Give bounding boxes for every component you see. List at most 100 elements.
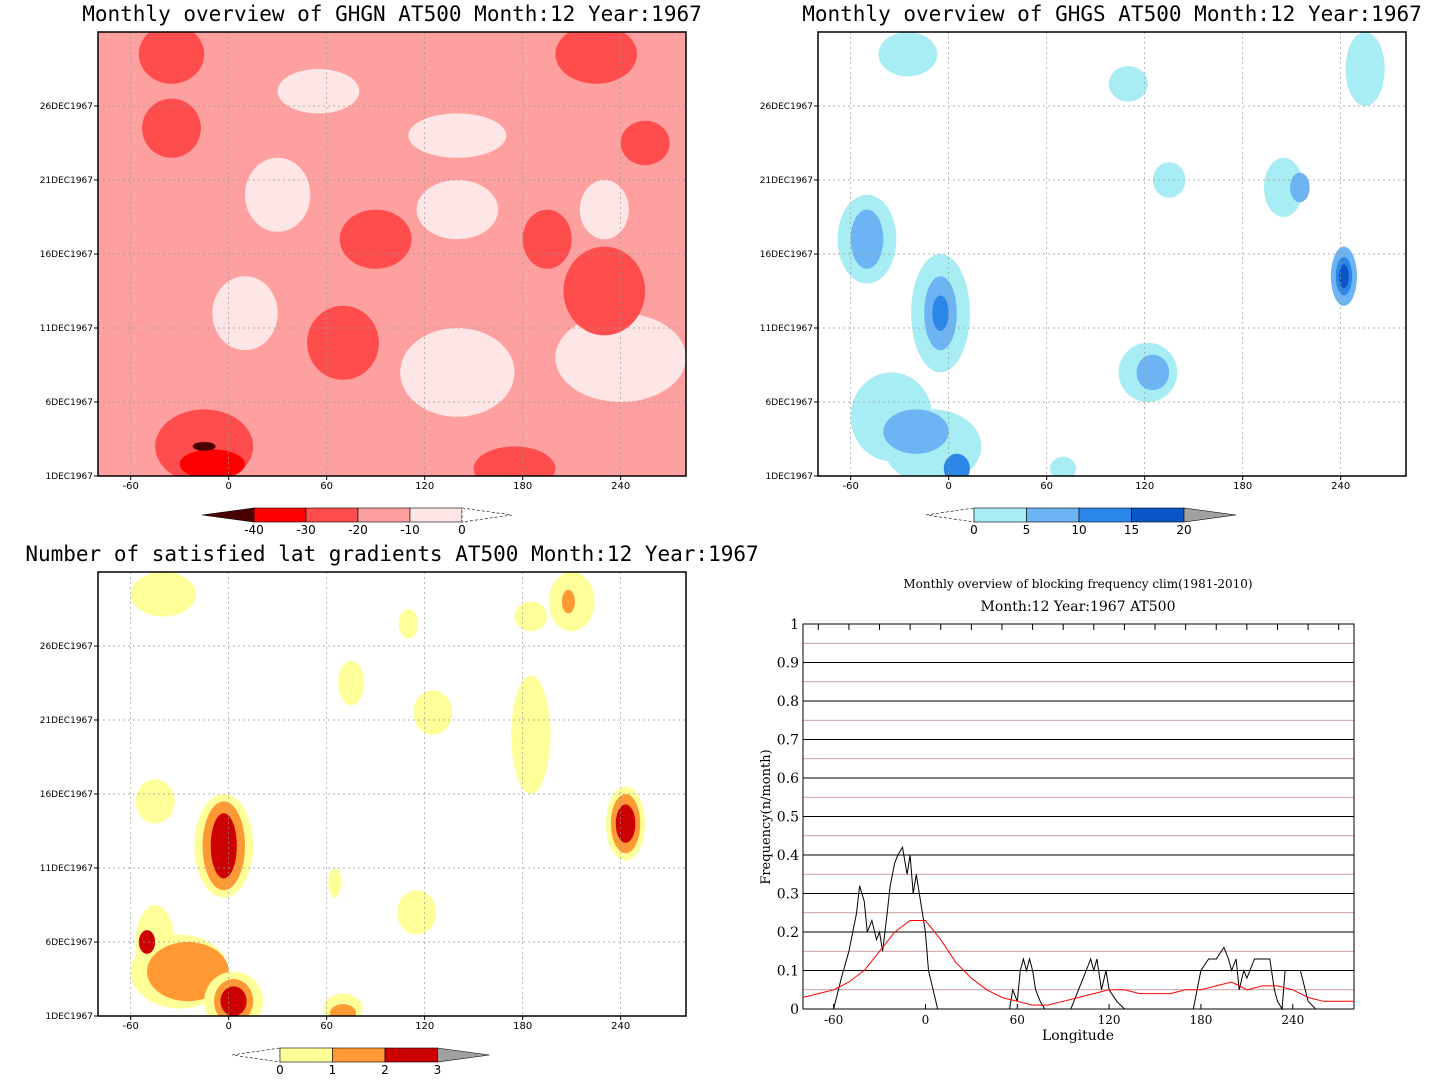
ghgn-ytick-label: 6DEC1967	[45, 398, 93, 408]
colorbar-label: -10	[400, 523, 420, 537]
ghgn-ytick-label: 11DEC1967	[40, 324, 93, 334]
nsat-xtick-label: 180	[513, 1021, 532, 1032]
ghgn-contour-blob	[138, 32, 205, 84]
ghgs-panel: Monthly overview of GHGS AT500 Month:12 …	[760, 2, 1422, 537]
ghgn-pale-region	[212, 276, 278, 351]
colorbar-label: 0	[458, 523, 466, 537]
frequency-subtitle: Month:12 Year:1967 AT500	[981, 599, 1176, 615]
frequency-xtick-label: 180	[1189, 1013, 1212, 1027]
ghgs-ytick-label: 11DEC1967	[760, 324, 813, 334]
colorbar-high-triangle	[461, 507, 513, 523]
nsat-contour-blob	[220, 986, 247, 1016]
ghgn-xtick-label: 180	[513, 481, 532, 492]
colorbar-segment	[1026, 507, 1080, 523]
ghgs-xtick-label: 120	[1135, 481, 1154, 492]
colorbar-label: 10	[1071, 523, 1086, 537]
ghgn-ytick-label: 16DEC1967	[40, 250, 93, 260]
ghgs-contour-blob	[1290, 172, 1310, 203]
nsat-panel: Number of satisfied lat gradients AT500 …	[25, 542, 758, 1077]
nsat-xtick-label: 0	[225, 1021, 231, 1032]
colorbar-label: 0	[970, 523, 978, 537]
frequency-xlabel: Longitude	[1042, 1028, 1114, 1044]
colorbar-label: -20	[348, 523, 368, 537]
frequency-ytick-label: 0.3	[777, 887, 799, 903]
ghgn-contour-blob	[620, 120, 670, 166]
frequency-ytick-label: 0	[790, 1002, 799, 1018]
nsat-ytick-label: 26DEC1967	[40, 642, 93, 652]
ghgs-xtick-label: -60	[842, 481, 858, 492]
frequency-panel: Monthly overview of blocking frequency c…	[759, 577, 1355, 1044]
ghgs-contour-blob	[1345, 32, 1385, 106]
nsat-ytick-label: 1DEC1967	[45, 1012, 93, 1022]
ghgs-title: Monthly overview of GHGS AT500 Month:12 …	[802, 2, 1422, 26]
colorbar-label: 3	[434, 1063, 442, 1077]
nsat-xtick-label: -60	[122, 1021, 138, 1032]
colorbar-segment	[357, 507, 411, 523]
ghgs-contour-blob	[1136, 354, 1170, 391]
colorbar-high-triangle	[437, 1047, 490, 1063]
colorbar-low-triangle	[231, 1047, 281, 1063]
colorbar-segment	[253, 507, 307, 523]
nsat-ytick-label: 11DEC1967	[40, 864, 93, 874]
frequency-ytick-label: 0.6	[777, 771, 799, 787]
frequency-xtick-label: 0	[922, 1013, 930, 1027]
ghgn-contour-blob	[192, 441, 216, 451]
frequency-ylabel: Frequency(n/month)	[759, 749, 774, 884]
frequency-ytick-label: 0.7	[777, 733, 799, 749]
nsat-contour-blob	[511, 675, 551, 794]
ghgs-contour-blob	[883, 409, 949, 454]
nsat-xtick-label: 120	[415, 1021, 434, 1032]
ghgs-ytick-label: 6DEC1967	[765, 398, 813, 408]
frequency-ytick-label: 0.2	[777, 925, 799, 941]
ghgs-ytick-label: 21DEC1967	[760, 176, 813, 186]
nsat-xtick-label: 240	[611, 1021, 630, 1032]
colorbar-high-triangle	[1183, 507, 1237, 523]
frequency-title: Monthly overview of blocking frequency c…	[903, 577, 1252, 591]
nsat-xtick-label: 60	[320, 1021, 333, 1032]
nsat-contour-blob	[514, 601, 548, 632]
ghgn-contour-blob	[142, 98, 201, 158]
nsat-ytick-label: 6DEC1967	[45, 938, 93, 948]
ghgn-ytick-label: 1DEC1967	[45, 472, 93, 482]
ghgn-contour-blob	[555, 32, 637, 84]
colorbar-label: 15	[1124, 523, 1139, 537]
nsat-contour-blob	[138, 930, 156, 954]
colorbar-label: 20	[1176, 523, 1191, 537]
ghgs-ytick-label: 26DEC1967	[760, 102, 813, 112]
nsat-contour-blob	[398, 609, 419, 639]
nsat-ytick-label: 16DEC1967	[40, 790, 93, 800]
nsat-ytick-label: 21DEC1967	[40, 716, 93, 726]
frequency-ytick-label: 0.9	[777, 656, 799, 672]
frequency-xtick-label: 120	[1098, 1013, 1121, 1027]
ghgn-contour-blob	[563, 246, 646, 336]
nsat-contour-blob	[130, 572, 196, 617]
ghgs-contour-blob	[878, 32, 938, 77]
nsat-contour-blob	[615, 804, 636, 843]
ghgn-pale-region	[408, 113, 507, 158]
ghgn-xtick-label: 60	[320, 481, 333, 492]
colorbar-label: 2	[381, 1063, 389, 1077]
colorbar-segment	[384, 1047, 438, 1063]
frequency-ytick-label: 0.5	[777, 810, 799, 826]
frequency-frame	[802, 623, 1355, 1010]
ghgs-contour-blob	[1049, 456, 1077, 476]
colorbar-low-triangle	[201, 507, 255, 523]
ghgs-contour-blob	[1263, 157, 1304, 217]
colorbar-label: 5	[1023, 523, 1031, 537]
ghgs-contour-blob	[1108, 66, 1148, 102]
nsat-contours	[130, 572, 646, 1016]
colorbar-segment	[973, 507, 1027, 523]
ghgn-xtick-label: -60	[122, 481, 138, 492]
ghgs-ytick-label: 16DEC1967	[760, 250, 813, 260]
nsat-contour-blob	[329, 1004, 357, 1016]
nsat-contour-blob	[561, 589, 575, 614]
ghgn-contour-blob	[307, 305, 379, 380]
nsat-contour-blob	[338, 660, 365, 706]
ghgn-panel: Monthly overview of GHGN AT500 Month:12 …	[40, 2, 702, 537]
colorbar-label: 0	[276, 1063, 284, 1077]
colorbar-segment	[409, 507, 463, 523]
ghgs-contour-blob	[1339, 264, 1349, 289]
ghgn-contour-blob	[473, 446, 556, 476]
colorbar-segment	[279, 1047, 333, 1063]
ghgs-xtick-label: 60	[1040, 481, 1053, 492]
